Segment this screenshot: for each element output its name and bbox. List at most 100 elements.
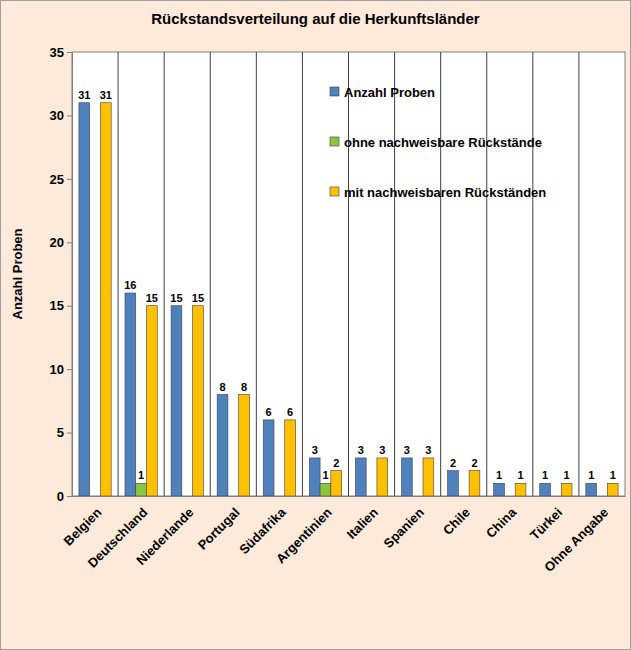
bars — [79, 103, 618, 496]
data-labels: 31161586333211111311515862332111 — [78, 89, 616, 482]
data-label: 6 — [266, 406, 272, 418]
grid-line — [394, 52, 395, 496]
bar — [423, 458, 434, 496]
bar — [355, 458, 366, 496]
y-tick-mark — [67, 369, 72, 370]
bar — [494, 483, 505, 496]
bar — [401, 458, 412, 496]
x-tick: Argentinien — [273, 496, 335, 566]
legend-label: Anzahl Proben — [344, 85, 435, 100]
x-tick-label: Niederlande — [133, 505, 196, 568]
legend-label: ohne nachweisbare Rückstände — [344, 135, 542, 150]
grid-line — [486, 52, 487, 496]
legend-swatch — [330, 187, 339, 196]
x-tick: Niederlande — [133, 496, 196, 568]
y-tick-mark — [67, 242, 72, 243]
y-tick-mark — [67, 52, 72, 53]
bar — [377, 458, 388, 496]
y-tick-label: 10 — [50, 362, 64, 377]
data-label: 3 — [358, 444, 364, 456]
y-tick-label: 5 — [57, 425, 64, 440]
legend-item: ohne nachweisbare Rückstände — [330, 135, 542, 150]
bar — [285, 420, 296, 496]
legend: Anzahl Proben ohne nachweisbare Rückständ… — [330, 85, 546, 200]
data-label: 1 — [588, 469, 594, 481]
bar — [125, 293, 136, 496]
data-label: 3 — [425, 444, 431, 456]
legend-swatch — [330, 87, 339, 96]
y-axis: 05101520253035 — [50, 45, 73, 504]
chart: Rückstandsverteilung auf die Herkunftslä… — [0, 0, 631, 650]
data-label: 6 — [287, 406, 293, 418]
bar — [320, 483, 331, 496]
y-tick-mark — [67, 179, 72, 180]
x-tick-label: China — [483, 504, 520, 541]
y-tick-label: 0 — [57, 489, 64, 504]
y-tick: 0 — [57, 489, 72, 504]
legend-item: Anzahl Proben — [330, 85, 435, 100]
y-axis-line — [67, 53, 73, 497]
y-tick-mark — [67, 496, 72, 497]
y-tick-label: 35 — [50, 45, 64, 60]
bar — [331, 471, 342, 496]
data-label: 2 — [450, 457, 456, 469]
x-axis-line — [73, 496, 626, 497]
bar — [100, 103, 111, 496]
data-label: 1 — [542, 469, 548, 481]
x-tick: China — [483, 496, 520, 541]
grid-line — [348, 52, 349, 496]
x-axis: BelgienDeutschlandNiederlandePortugalSüd… — [61, 496, 626, 575]
y-axis-title: Anzahl Proben — [10, 228, 25, 319]
y-tick-label: 30 — [50, 108, 64, 123]
y-tick: 10 — [50, 362, 72, 377]
x-tick-label: Türkei — [527, 505, 565, 543]
x-tick: Spanien — [381, 496, 427, 551]
bar — [586, 483, 597, 496]
grid-line — [532, 52, 533, 496]
y-tick: 15 — [50, 298, 72, 313]
data-label: 1 — [564, 469, 570, 481]
bar — [79, 103, 90, 496]
y-tick-mark — [67, 306, 72, 307]
plot-area — [72, 52, 625, 496]
bar — [217, 395, 228, 496]
x-tick-label: Argentinien — [273, 505, 335, 567]
legend-swatch — [330, 137, 339, 146]
bar — [561, 483, 572, 496]
grid-line — [440, 52, 441, 496]
legend-label: mit nachweisbaren Rückständen — [344, 185, 546, 200]
y-tick: 5 — [57, 425, 72, 440]
data-label: 15 — [146, 292, 158, 304]
data-label: 8 — [219, 381, 225, 393]
grid-line — [578, 52, 579, 496]
bar — [136, 483, 147, 496]
x-tick-label: Belgien — [61, 505, 105, 549]
x-tick: Türkei — [527, 496, 565, 543]
data-label: 15 — [192, 292, 204, 304]
bar — [607, 483, 618, 496]
data-label: 2 — [333, 457, 339, 469]
grid — [118, 52, 579, 496]
bar — [171, 306, 182, 496]
x-tick: Ohne Angabe — [541, 496, 611, 575]
y-tick-label: 25 — [50, 172, 64, 187]
grid-line — [118, 52, 119, 496]
data-label: 3 — [312, 444, 318, 456]
bar — [239, 395, 250, 496]
data-label: 1 — [496, 469, 502, 481]
bar — [515, 483, 526, 496]
x-tick-label: Chile — [440, 505, 473, 538]
x-tick: Belgien — [61, 496, 105, 549]
data-label: 15 — [170, 292, 182, 304]
x-tick-label: Ohne Angabe — [541, 505, 611, 575]
data-label: 8 — [241, 381, 247, 393]
data-label: 31 — [78, 89, 90, 101]
bar — [193, 306, 204, 496]
y-tick: 30 — [50, 108, 72, 123]
grid-line — [256, 52, 257, 496]
x-tick-label: Spanien — [381, 505, 427, 551]
y-tick: 25 — [50, 172, 72, 187]
data-label: 1 — [322, 469, 328, 481]
x-tick: Italien — [344, 496, 381, 542]
data-label: 3 — [404, 444, 410, 456]
